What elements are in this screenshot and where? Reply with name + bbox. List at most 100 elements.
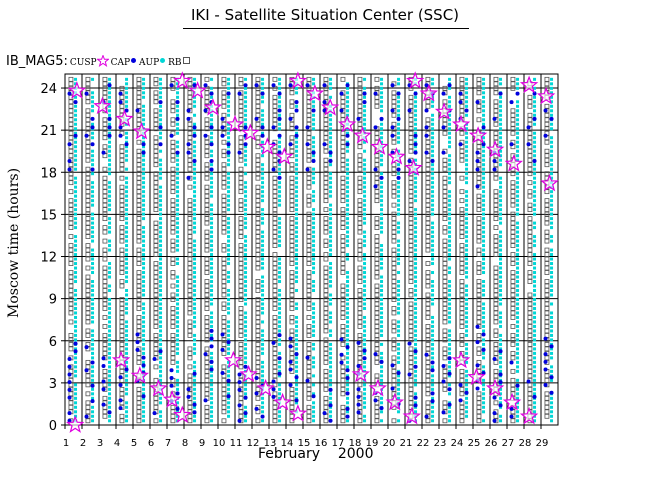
cap-point: [424, 125, 429, 130]
aup-point: [363, 176, 367, 180]
aup-point: [380, 262, 384, 266]
aup-point: [550, 208, 554, 212]
rb-point: [357, 144, 363, 150]
aup-point: [142, 230, 146, 234]
aup-point: [74, 131, 78, 135]
cap-point: [407, 108, 412, 113]
aup-point: [499, 284, 503, 288]
aup-point: [448, 392, 452, 396]
aup-point: [142, 181, 146, 185]
cap-point: [492, 411, 497, 416]
aup-point: [380, 221, 384, 225]
cap-point: [328, 403, 333, 408]
rb-point: [221, 99, 227, 105]
rb-point: [476, 103, 482, 109]
rb-point: [323, 279, 329, 284]
aup-point: [295, 194, 299, 198]
aup-point: [159, 271, 163, 275]
aup-point: [244, 208, 248, 212]
rb-point: [153, 229, 159, 235]
aup-point: [142, 172, 146, 176]
rb-point: [374, 225, 380, 230]
rb-point: [85, 139, 91, 145]
cap-point: [260, 91, 265, 96]
legend-label-rb: RB: [168, 58, 182, 68]
rb-point: [204, 359, 210, 365]
aup-point: [91, 91, 95, 95]
rb-point: [306, 216, 312, 222]
rb-point: [85, 319, 91, 325]
rb-point: [68, 148, 74, 154]
aup-point: [482, 212, 486, 216]
rb-point: [153, 288, 159, 293]
aup-point: [295, 217, 299, 221]
cap-point: [135, 347, 140, 352]
aup-point: [465, 203, 469, 207]
aup-point: [227, 293, 231, 297]
cap-point: [169, 133, 174, 138]
aup-point: [295, 248, 299, 252]
aup-point: [431, 118, 435, 122]
aup-point: [210, 163, 214, 167]
aup-point: [261, 100, 265, 104]
rb-point: [493, 211, 499, 217]
aup-point: [176, 104, 180, 108]
aup-point: [91, 136, 95, 140]
rb-point: [85, 359, 91, 365]
aup-point: [193, 374, 197, 378]
aup-point: [431, 320, 435, 324]
rb-point: [340, 234, 346, 239]
rb-point: [85, 193, 91, 199]
aup-point: [142, 194, 146, 198]
rb-point: [153, 198, 159, 204]
aup-point: [516, 351, 520, 355]
cap-point: [328, 387, 333, 392]
rb-point: [272, 99, 278, 105]
aup-point: [176, 190, 180, 194]
aup-point: [176, 351, 180, 355]
rb-point: [289, 256, 295, 262]
rb-point: [170, 184, 176, 190]
aup-point: [397, 306, 401, 310]
aup-point: [414, 118, 418, 122]
rb-point: [119, 153, 125, 159]
aup-point: [397, 95, 401, 99]
aup-point: [176, 163, 180, 167]
x-tick-label: 5: [131, 438, 137, 449]
rb-point: [102, 76, 108, 82]
aup-point: [278, 244, 282, 248]
aup-point: [193, 167, 197, 171]
rb-point: [425, 310, 431, 316]
aup-point: [210, 86, 214, 90]
rb-point: [68, 162, 74, 168]
rb-point: [119, 324, 125, 329]
aup-point: [108, 131, 112, 135]
rb-point: [510, 117, 516, 123]
rb-point: [408, 382, 414, 388]
aup-point: [431, 194, 435, 198]
aup-point: [244, 315, 248, 319]
rb-point: [425, 404, 431, 410]
rb-point: [493, 76, 499, 82]
rb-point: [204, 175, 210, 181]
rb-point: [476, 306, 482, 311]
rb-point: [170, 333, 176, 338]
rb-point: [425, 279, 431, 284]
cap-point: [390, 133, 395, 138]
rb-point: [255, 121, 261, 127]
rb-point: [153, 315, 159, 320]
rb-point: [119, 386, 125, 392]
rb-point: [153, 297, 159, 302]
rb-point: [493, 373, 499, 379]
rb-point: [136, 229, 142, 235]
rb-point: [340, 162, 346, 168]
aup-point: [482, 230, 486, 234]
cusp-star: [93, 96, 112, 115]
cap-point: [192, 410, 197, 415]
rb-point: [238, 270, 244, 275]
aup-point: [448, 86, 452, 90]
cap-point: [254, 391, 259, 396]
rb-point: [170, 99, 176, 105]
rb-point: [255, 247, 261, 253]
rb-point: [272, 153, 278, 159]
